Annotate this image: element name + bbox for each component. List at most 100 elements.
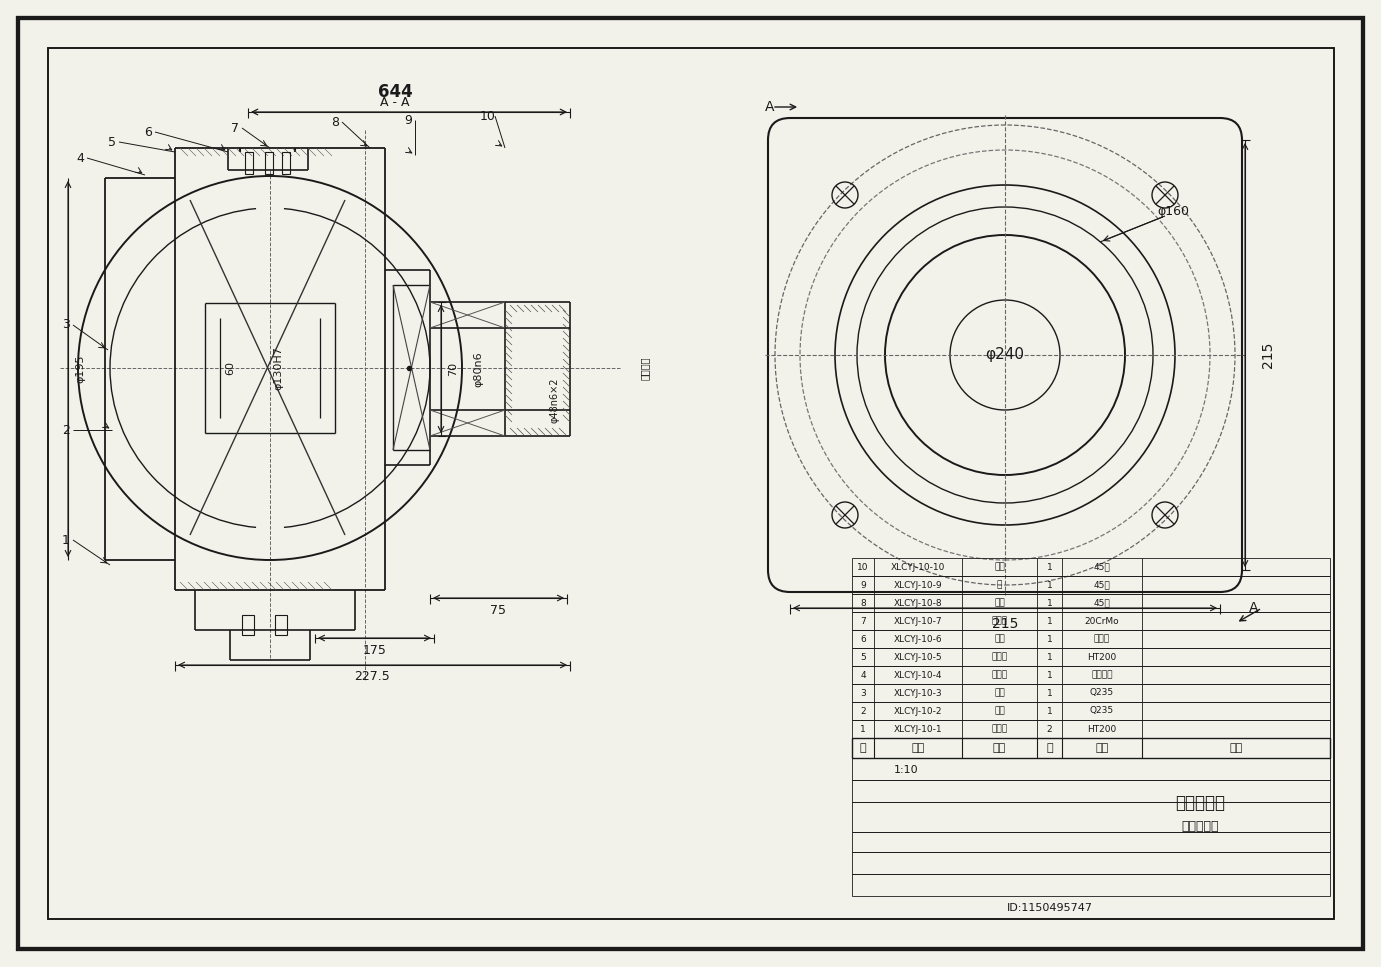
Text: 4: 4	[860, 670, 866, 680]
Text: 备注: 备注	[1229, 743, 1243, 753]
Text: 2: 2	[1047, 724, 1052, 734]
Text: 5: 5	[860, 653, 866, 661]
Text: Q235: Q235	[1090, 707, 1114, 716]
Text: A - A: A - A	[380, 97, 410, 109]
Bar	[852, 684, 1330, 702]
Text: 垫: 垫	[997, 580, 1003, 590]
Text: 轴承盖: 轴承盖	[992, 724, 1008, 734]
Text: 10: 10	[858, 563, 869, 571]
Text: 羊毛毡: 羊毛毡	[1094, 634, 1110, 643]
Text: 1: 1	[1047, 689, 1052, 697]
Text: 3: 3	[860, 689, 866, 697]
Bar	[852, 702, 1330, 720]
Text: XLCYJ-10-10: XLCYJ-10-10	[891, 563, 945, 571]
Bar	[852, 576, 1330, 594]
Text: 7: 7	[860, 617, 866, 626]
Text: 6: 6	[860, 634, 866, 643]
Text: 45钢: 45钢	[1094, 580, 1110, 590]
Text: 9: 9	[860, 580, 866, 590]
Text: 8: 8	[860, 599, 866, 607]
Text: φ195: φ195	[75, 355, 86, 383]
Text: XLCYJ-10-5: XLCYJ-10-5	[894, 653, 942, 661]
Text: 耐油石棉: 耐油石棉	[1091, 670, 1113, 680]
Text: 2: 2	[62, 424, 70, 436]
Text: XLCYJ-10-8: XLCYJ-10-8	[894, 599, 942, 607]
Text: 名称: 名称	[993, 743, 1007, 753]
Text: 序: 序	[860, 743, 866, 753]
Text: 215: 215	[1261, 341, 1275, 368]
Text: 1: 1	[1047, 580, 1052, 590]
Text: 75: 75	[490, 603, 505, 617]
Text: 5: 5	[108, 135, 116, 149]
Bar	[852, 780, 1330, 802]
Text: 1: 1	[1047, 707, 1052, 716]
Text: 1:10: 1:10	[894, 765, 918, 775]
Text: 代号: 代号	[911, 743, 925, 753]
Bar	[852, 666, 1330, 684]
Bar	[852, 594, 1330, 612]
Text: 垫圈: 垫圈	[994, 634, 1005, 643]
Text: A: A	[765, 100, 775, 114]
Text: 1: 1	[1047, 599, 1052, 607]
Text: 644: 644	[377, 83, 413, 101]
Text: 175: 175	[363, 643, 387, 657]
Text: 1: 1	[62, 534, 70, 546]
Bar	[852, 648, 1330, 666]
Text: Q235: Q235	[1090, 689, 1114, 697]
Text: XLCYJ-10-7: XLCYJ-10-7	[894, 617, 942, 626]
Text: 7: 7	[231, 122, 239, 134]
Text: 知末网www.zmo.com: 知末网www.zmo.com	[97, 213, 304, 347]
Text: 轴承座: 轴承座	[992, 653, 1008, 661]
Text: 1: 1	[860, 724, 866, 734]
Text: 曲柄销: 曲柄销	[992, 617, 1008, 626]
Text: φ130H7: φ130H7	[273, 346, 283, 390]
Text: 波集中线: 波集中线	[639, 356, 650, 380]
Bar	[852, 738, 1330, 758]
Bar	[852, 612, 1330, 630]
Text: 1: 1	[1047, 670, 1052, 680]
Text: XLCYJ-10-9: XLCYJ-10-9	[894, 580, 942, 590]
Text: 60: 60	[225, 361, 235, 375]
Text: 45钢: 45钢	[1094, 563, 1110, 571]
Text: 2: 2	[860, 707, 866, 716]
Text: HT200: HT200	[1087, 724, 1117, 734]
Text: 70: 70	[447, 362, 458, 376]
Bar	[852, 832, 1330, 852]
Text: ID:1150495747: ID:1150495747	[1007, 903, 1092, 913]
Text: 6: 6	[144, 126, 152, 138]
Bar	[275, 615, 287, 635]
Text: 挡板: 挡板	[994, 707, 1005, 716]
Text: 1: 1	[1047, 563, 1052, 571]
Text: 螺栓: 螺栓	[994, 689, 1005, 697]
Text: 3: 3	[62, 318, 70, 332]
Text: 10: 10	[481, 109, 496, 123]
Text: 知末网www.zmo.com: 知末网www.zmo.com	[597, 183, 804, 317]
Bar	[852, 630, 1330, 648]
Text: XLCYJ-10-6: XLCYJ-10-6	[894, 634, 942, 643]
Text: 曲柄销装置: 曲柄销装置	[1181, 819, 1219, 833]
Bar	[852, 802, 1330, 832]
Text: 密封垫: 密封垫	[992, 670, 1008, 680]
Text: 20CrMo: 20CrMo	[1084, 617, 1120, 626]
Text: 销套: 销套	[994, 599, 1005, 607]
Bar	[282, 152, 290, 174]
Text: 227.5: 227.5	[354, 670, 389, 684]
Bar	[852, 874, 1330, 896]
Text: 1: 1	[1047, 653, 1052, 661]
Text: 曲柄销装置: 曲柄销装置	[1175, 794, 1225, 812]
Text: 知末网www.zmo.com: 知末网www.zmo.com	[148, 430, 352, 571]
Text: 1: 1	[1047, 634, 1052, 643]
Text: A: A	[1250, 601, 1258, 615]
Text: φ80n6: φ80n6	[474, 351, 483, 387]
Text: 4: 4	[76, 152, 84, 164]
Text: HT200: HT200	[1087, 653, 1117, 661]
Text: 数: 数	[1047, 743, 1052, 753]
Text: 螺母: 螺母	[994, 563, 1005, 571]
Text: 1: 1	[1047, 617, 1052, 626]
Bar	[265, 152, 273, 174]
Text: φ160: φ160	[1157, 206, 1189, 219]
Text: 知末网www.zmo.com: 知末网www.zmo.com	[374, 136, 586, 264]
Text: 材料: 材料	[1095, 743, 1109, 753]
Bar	[242, 615, 254, 635]
Bar	[852, 720, 1330, 738]
